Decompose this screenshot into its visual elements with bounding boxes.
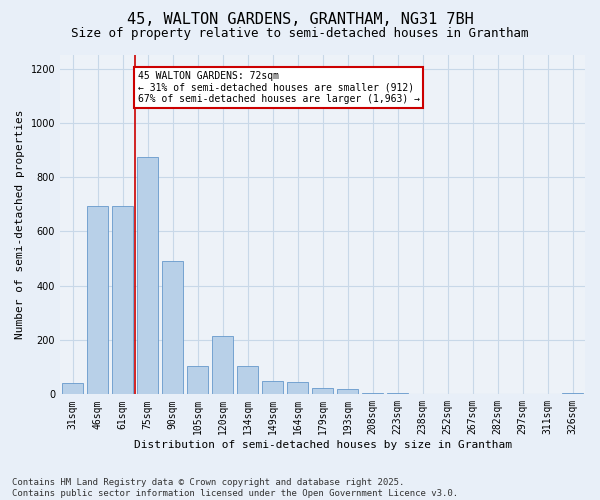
Y-axis label: Number of semi-detached properties: Number of semi-detached properties [15,110,25,340]
Bar [337,390,358,394]
Bar [112,206,133,394]
Bar [187,366,208,394]
Text: 45 WALTON GARDENS: 72sqm
← 31% of semi-detached houses are smaller (912)
67% of : 45 WALTON GARDENS: 72sqm ← 31% of semi-d… [137,72,419,104]
X-axis label: Distribution of semi-detached houses by size in Grantham: Distribution of semi-detached houses by … [134,440,512,450]
Bar [237,366,258,394]
Bar [162,262,183,394]
Text: 45, WALTON GARDENS, GRANTHAM, NG31 7BH: 45, WALTON GARDENS, GRANTHAM, NG31 7BH [127,12,473,28]
Bar [262,382,283,394]
Bar [137,157,158,394]
Bar [212,336,233,394]
Bar [62,384,83,394]
Bar [362,393,383,394]
Text: Contains HM Land Registry data © Crown copyright and database right 2025.
Contai: Contains HM Land Registry data © Crown c… [12,478,458,498]
Text: Size of property relative to semi-detached houses in Grantham: Size of property relative to semi-detach… [71,28,529,40]
Bar [312,388,333,394]
Bar [562,393,583,394]
Bar [387,393,408,394]
Bar [87,206,108,394]
Bar [287,382,308,394]
